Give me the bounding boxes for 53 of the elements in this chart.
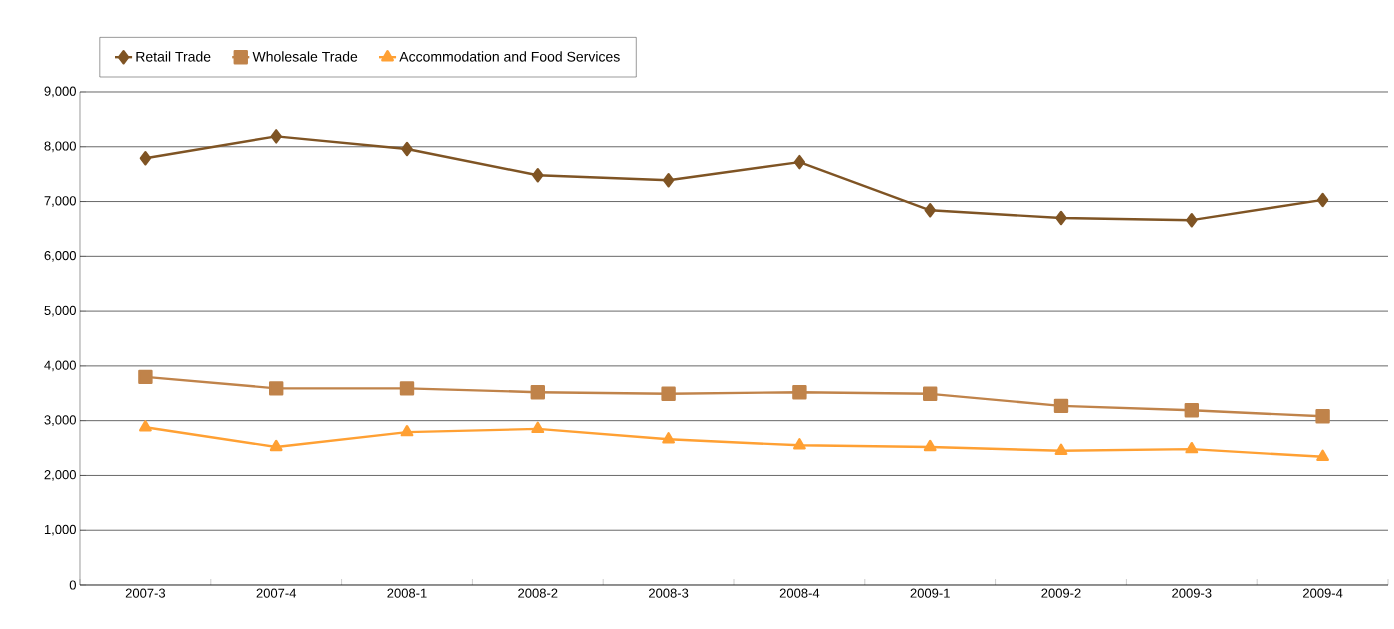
legend-label: Retail Trade <box>136 51 211 62</box>
point <box>1316 192 1329 208</box>
point <box>138 369 153 385</box>
y-tick-label: 9,000 <box>44 86 76 98</box>
point <box>270 129 282 144</box>
point <box>793 438 806 450</box>
x-tick-label: 2008-1 <box>387 588 427 598</box>
y-tick-label: 3,000 <box>44 415 76 427</box>
point <box>531 421 545 434</box>
y-tick-label: 5,000 <box>44 305 76 317</box>
point <box>532 168 544 183</box>
point <box>1316 449 1329 462</box>
x-tick-label: 2009-4 <box>1303 588 1343 598</box>
point <box>269 439 283 452</box>
x-tick-label: 2008-2 <box>518 588 558 598</box>
point <box>1054 443 1068 455</box>
point <box>924 203 936 218</box>
point <box>399 381 415 396</box>
x-tick-label: 2007-4 <box>256 588 297 598</box>
point <box>139 420 152 432</box>
x-tick-label: 2009-2 <box>1041 588 1081 598</box>
point <box>1185 441 1199 454</box>
x-tick-label: 2009-3 <box>1172 588 1212 598</box>
point <box>401 141 413 157</box>
point <box>1055 210 1067 226</box>
x-tick-label: 2008-4 <box>779 588 820 598</box>
y-tick-label: 0 <box>69 580 76 590</box>
point <box>923 386 938 402</box>
point <box>1186 212 1198 228</box>
y-tick-label: 8,000 <box>44 141 76 153</box>
x-tick-label: 2009-1 <box>910 588 950 598</box>
point <box>139 151 152 166</box>
point <box>530 384 545 400</box>
point <box>661 386 676 402</box>
y-tick-label: 4,000 <box>44 360 76 372</box>
y-tick-label: 6,000 <box>44 250 76 262</box>
point <box>662 432 675 444</box>
point <box>793 154 806 170</box>
y-tick-label: 2,000 <box>44 470 76 481</box>
point <box>923 439 937 452</box>
point <box>1315 409 1330 424</box>
y-tick-label: 7,000 <box>44 196 76 207</box>
y-tick-label: 1,000 <box>44 524 76 536</box>
x-tick-label: 2008-3 <box>649 588 689 598</box>
legend-label: Accommodation and Food Services <box>399 51 620 62</box>
x-tick-label: 2007-3 <box>125 588 166 598</box>
point <box>1184 403 1199 418</box>
point <box>1053 398 1069 414</box>
point <box>400 424 414 437</box>
point <box>662 172 675 188</box>
point <box>792 384 807 400</box>
point <box>269 381 284 396</box>
legend-label: Wholesale Trade <box>252 51 358 62</box>
